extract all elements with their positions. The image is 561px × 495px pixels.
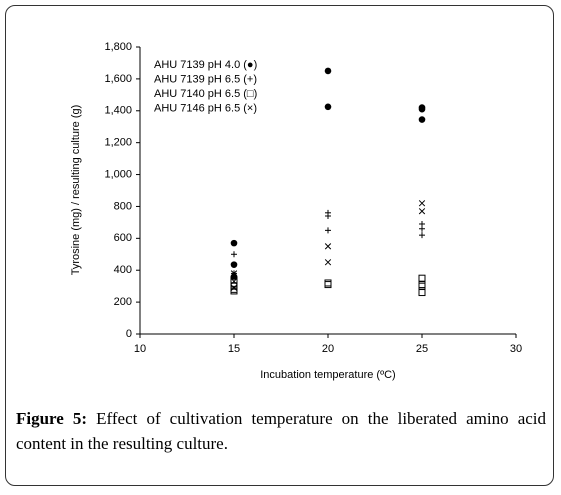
point: [418, 208, 426, 215]
marker-shape: [418, 105, 426, 113]
x-tick-label: 25: [416, 343, 428, 355]
point: [325, 227, 331, 234]
y-tick-label: 1,800: [104, 41, 132, 53]
legend-entry: AHU 7139 pH 6.5 (+): [154, 73, 257, 85]
x-tick-label: 10: [134, 343, 146, 355]
marker-shape: [324, 279, 332, 287]
x-tick-label: 15: [228, 343, 240, 355]
y-tick-label: 200: [114, 296, 132, 308]
marker-shape: [324, 67, 332, 75]
marker-shape: [230, 278, 238, 285]
legend-entry: AHU 7146 pH 6.5 (×): [154, 102, 257, 114]
marker-shape: [418, 289, 426, 297]
marker-shape: [324, 259, 332, 266]
caption-text: Effect of cultivation temperature on the…: [16, 409, 547, 453]
point: [418, 289, 426, 297]
point: [324, 103, 332, 111]
marker-shape: [418, 208, 426, 215]
x-tick-label: 30: [510, 343, 522, 355]
point: [419, 225, 425, 232]
marker-shape: [230, 239, 238, 247]
caption: Figure 5: Effect of cultivation temperat…: [16, 406, 546, 456]
marker-shape: [324, 243, 332, 250]
y-axis-label: Tyrosine (mg) / resulting culture (g): [70, 105, 82, 276]
x-tick-label: 20: [322, 343, 334, 355]
point: [230, 261, 238, 268]
point: [324, 259, 332, 266]
y-tick-label: 0: [126, 328, 132, 340]
marker-shape: [418, 116, 426, 123]
x-axis-label: Incubation temperature (ºC): [260, 369, 395, 381]
legend-entry: AHU 7140 pH 6.5 (□): [154, 88, 257, 100]
point: [230, 284, 238, 291]
y-tick-label: 1,000: [104, 168, 132, 180]
point: [325, 213, 331, 220]
point: [230, 270, 238, 277]
marker-shape: [418, 274, 426, 282]
figure-frame: [5, 5, 554, 486]
marker-shape: [230, 270, 238, 277]
marker-shape: [230, 284, 238, 291]
point: [418, 105, 426, 113]
legend-entry: AHU 7139 pH 4.0 (●): [154, 59, 257, 71]
point: [418, 200, 426, 207]
point: [418, 282, 426, 290]
marker-shape: [418, 282, 426, 290]
marker-shape: [418, 200, 426, 207]
y-tick-label: 1,400: [104, 105, 132, 117]
marker-shape: [418, 281, 426, 289]
marker-shape: [324, 281, 332, 289]
point: [230, 239, 238, 247]
chart: Tyrosine (mg) / resulting culture (g) In…: [70, 41, 522, 381]
point: [418, 281, 426, 289]
point: [231, 251, 237, 258]
point: [324, 243, 332, 250]
point: [418, 274, 426, 282]
caption-label: Figure 5:: [16, 409, 88, 428]
point: [324, 67, 332, 75]
marker-shape: [324, 103, 332, 111]
point: [418, 116, 426, 123]
y-tick-label: 1,600: [104, 73, 132, 85]
point: [230, 278, 238, 285]
y-tick-label: 800: [114, 200, 132, 212]
point: [419, 232, 425, 239]
point: [324, 281, 332, 289]
marker-shape: [230, 261, 238, 268]
y-tick-label: 600: [114, 232, 132, 244]
y-tick-label: 400: [114, 264, 132, 276]
point: [324, 279, 332, 287]
y-tick-label: 1,200: [104, 137, 132, 149]
